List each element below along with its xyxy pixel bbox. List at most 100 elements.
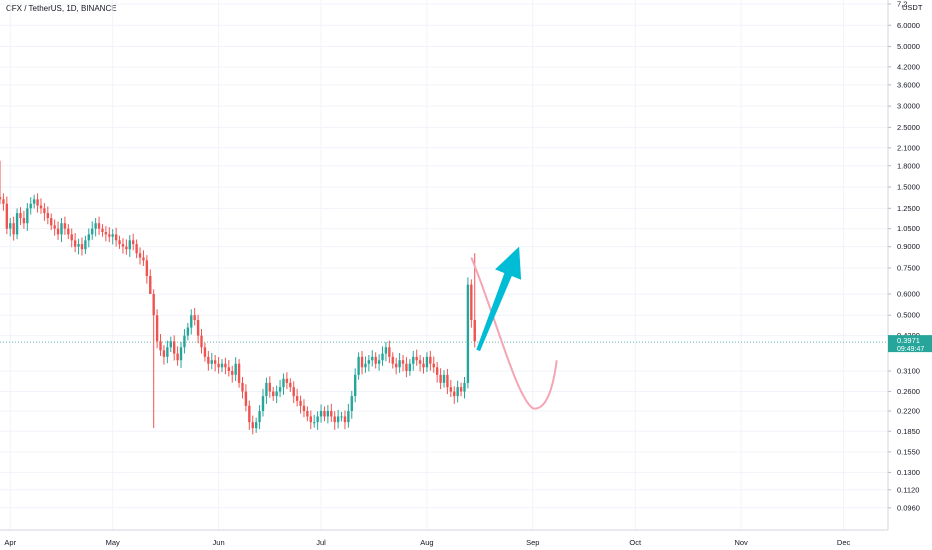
candle-body <box>190 315 193 328</box>
candle-body <box>19 213 22 219</box>
y-tick-label: 0.2600 <box>897 387 920 396</box>
candle-body <box>80 244 84 250</box>
candle-body <box>326 411 330 417</box>
projection-arrow <box>476 246 522 352</box>
candle-body <box>234 363 237 375</box>
candle-body <box>196 319 200 336</box>
candle-body <box>367 360 371 364</box>
y-tick-label: 0.9000 <box>897 242 920 251</box>
y-tick-label: 0.0960 <box>897 503 920 512</box>
candle-body <box>145 260 149 276</box>
candle-body <box>15 213 19 235</box>
candle-body <box>278 387 282 392</box>
candle-body <box>470 284 473 320</box>
candle-body <box>319 411 323 417</box>
y-tick-label: 0.6000 <box>897 289 920 298</box>
candle-body <box>316 416 319 423</box>
candle-body <box>36 199 39 206</box>
candle-body <box>2 199 5 204</box>
candle-body <box>254 422 258 429</box>
candle-body <box>155 315 159 342</box>
y-tick-label: 2.5000 <box>897 123 920 132</box>
candle-body <box>94 223 97 229</box>
candle-body <box>306 411 309 417</box>
x-tick-label: Jul <box>316 538 326 547</box>
candle-body <box>125 246 128 250</box>
y-tick-label: 4.2000 <box>897 62 920 71</box>
candle-body <box>456 387 459 397</box>
candle-body <box>292 387 295 397</box>
candle-body <box>289 382 292 388</box>
candle-body <box>309 416 312 423</box>
candle-body <box>347 411 350 423</box>
candle-body <box>166 347 169 357</box>
chart-title: CFX / TetherUS, 1D, BINANCE <box>6 4 117 13</box>
candle-body <box>473 319 476 342</box>
candle-body <box>207 356 210 364</box>
x-axis: Apr May Jun Jul Aug Sep Oct Nov Dec <box>4 538 850 547</box>
candle-body <box>227 367 231 372</box>
candle-body <box>217 363 220 368</box>
candle-body <box>60 223 63 235</box>
candle-body <box>357 356 360 375</box>
candle-body <box>336 416 340 423</box>
candle-body <box>398 360 401 368</box>
candle-body <box>244 391 248 406</box>
candle-body <box>405 363 408 372</box>
candle-body <box>330 411 333 417</box>
candle-body <box>364 363 367 368</box>
candle-body <box>159 341 162 351</box>
y-tick-label: 2.1000 <box>897 143 920 152</box>
x-tick-label: Aug <box>420 538 433 547</box>
y-tick-label: 0.7500 <box>897 263 920 272</box>
candle-body <box>272 391 275 397</box>
candle-body <box>50 218 53 226</box>
candle-body <box>213 360 217 364</box>
candle-body <box>442 374 446 383</box>
candle-body <box>388 347 391 357</box>
candle-body <box>360 356 364 368</box>
candle-body <box>63 223 67 229</box>
candle-body <box>299 400 302 406</box>
y-tick-label: 0.1550 <box>897 447 920 456</box>
x-tick-label: Sep <box>526 538 539 547</box>
projection-curve <box>470 257 558 410</box>
candle-body <box>22 218 26 224</box>
y-tick-label: 0.5000 <box>897 311 920 320</box>
price-tag: 0.3971 09:49:47 <box>888 335 932 353</box>
candle-body <box>248 405 251 423</box>
candle-body <box>459 387 463 392</box>
candle-body <box>220 363 224 368</box>
candle-body <box>87 234 90 241</box>
x-tick-label: Apr <box>4 538 16 547</box>
candle-body <box>46 213 50 219</box>
candle-body <box>463 382 466 392</box>
candle-body <box>446 374 449 388</box>
candle-body <box>149 275 152 294</box>
candle-body <box>429 356 432 364</box>
candle-body <box>84 240 87 250</box>
candle-body <box>333 416 336 423</box>
candle-body <box>97 223 101 229</box>
candle-body <box>313 422 316 424</box>
candle-body <box>251 422 254 429</box>
candle-body <box>439 374 442 383</box>
candle-body <box>394 363 398 368</box>
candle-body <box>384 347 388 354</box>
candle-body <box>91 228 94 235</box>
y-tick-label: 5.0000 <box>897 42 920 51</box>
candle-body <box>5 203 9 229</box>
y-tick-label: 1.2500 <box>897 204 920 213</box>
candle-body <box>210 360 213 364</box>
candle-body <box>32 199 36 204</box>
candle-body <box>282 378 285 388</box>
x-tick-label: May <box>106 538 120 547</box>
y-tick-label: 1.8000 <box>897 161 920 170</box>
candle-body <box>231 371 234 375</box>
candle-body <box>422 363 425 368</box>
y-tick-label: 0.1300 <box>897 468 920 477</box>
candle-body <box>343 416 347 423</box>
candle-body <box>237 363 241 383</box>
y-tick-label: 0.3100 <box>897 367 920 376</box>
